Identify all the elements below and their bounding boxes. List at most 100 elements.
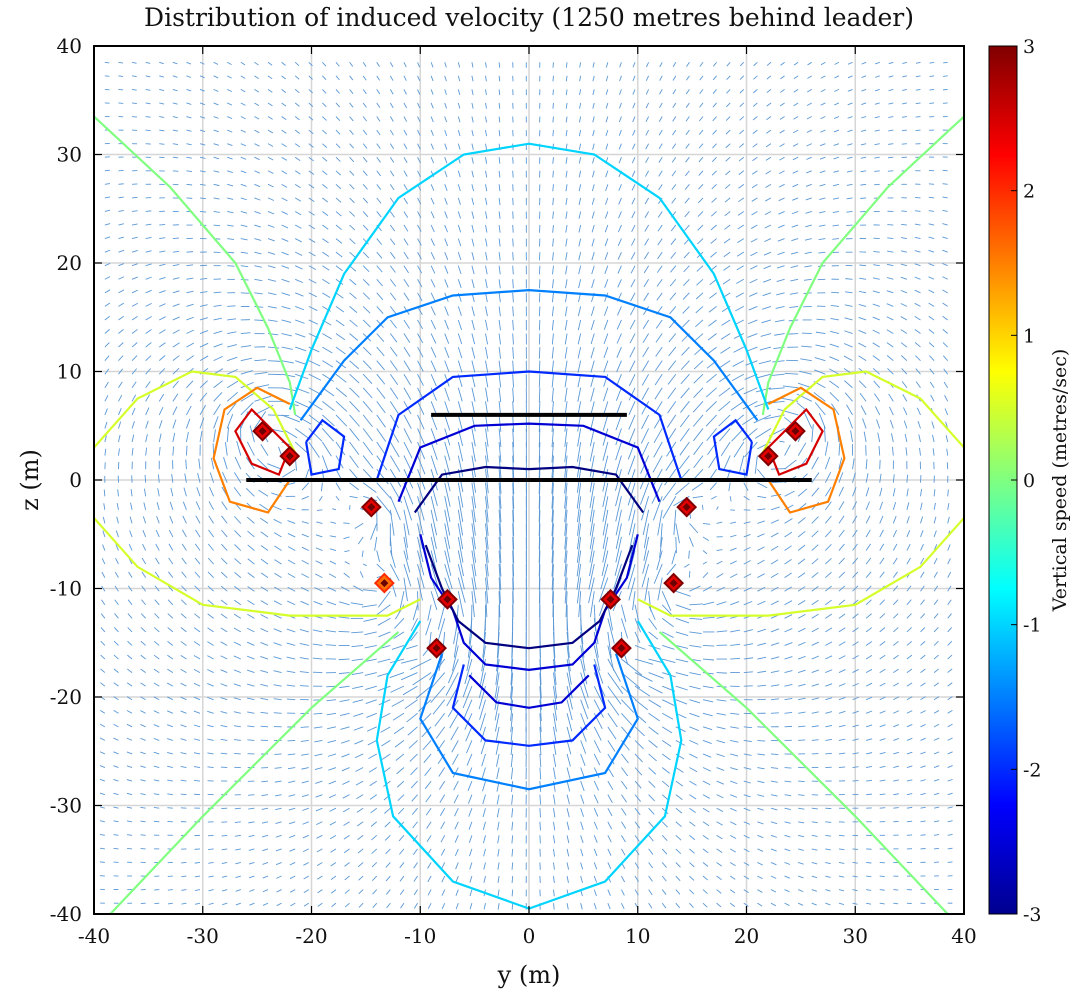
velocity-arrow	[902, 61, 908, 64]
velocity-arrow	[801, 345, 812, 348]
velocity-arrow	[140, 696, 146, 701]
velocity-arrow	[739, 129, 745, 135]
velocity-arrow	[485, 89, 487, 96]
velocity-arrow	[846, 211, 853, 213]
velocity-arrow	[131, 263, 138, 267]
velocity-arrow	[659, 102, 663, 109]
velocity-arrow	[784, 670, 793, 674]
velocity-arrow	[267, 224, 275, 228]
contour-level-0.5	[637, 517, 964, 617]
velocity-arrow	[659, 89, 663, 95]
velocity-arrow	[335, 238, 343, 244]
velocity-arrow	[577, 509, 582, 536]
velocity-arrow	[362, 251, 370, 259]
velocity-arrow	[131, 368, 138, 375]
velocity-arrow	[247, 572, 255, 579]
velocity-arrow	[153, 654, 160, 660]
velocity-arrow	[860, 197, 867, 199]
velocity-arrow	[906, 543, 911, 551]
velocity-arrow	[167, 696, 174, 701]
velocity-arrow	[417, 224, 422, 232]
velocity-arrow	[711, 197, 717, 203]
velocity-arrow	[752, 102, 758, 107]
velocity-arrow	[680, 373, 690, 385]
velocity-arrow	[645, 170, 650, 177]
velocity-arrow	[104, 355, 110, 361]
velocity-arrow	[929, 381, 935, 389]
velocity-arrow	[498, 441, 502, 463]
velocity-arrow	[648, 672, 664, 679]
velocity-arrow	[590, 319, 595, 331]
velocity-arrow	[852, 458, 855, 470]
velocity-arrow	[281, 75, 286, 80]
velocity-arrow	[852, 655, 859, 660]
velocity-arrow	[153, 710, 160, 714]
velocity-arrow	[631, 211, 636, 219]
velocity-arrow	[928, 249, 935, 253]
velocity-arrow	[680, 387, 690, 399]
velocity-arrow	[906, 613, 912, 619]
velocity-arrow	[754, 455, 758, 474]
velocity-arrow	[920, 682, 926, 687]
velocity-arrow	[892, 571, 898, 578]
velocity-arrow	[538, 387, 541, 403]
velocity-arrow	[403, 265, 409, 274]
velocity-arrow	[564, 564, 568, 591]
velocity-arrow	[565, 292, 568, 303]
velocity-arrow	[852, 641, 859, 646]
velocity-arrow	[838, 486, 844, 497]
velocity-arrow	[889, 406, 894, 416]
velocity-arrow	[281, 319, 292, 323]
velocity-arrow	[403, 373, 411, 386]
velocity-arrow	[733, 346, 744, 353]
velocity-arrow	[656, 279, 663, 287]
velocity-arrow	[800, 358, 812, 362]
velocity-arrow	[685, 156, 690, 163]
velocity-arrow	[920, 557, 925, 565]
velocity-arrow	[512, 252, 514, 261]
velocity-arrow	[539, 767, 542, 780]
velocity-arrow	[779, 156, 785, 161]
velocity-arrow	[352, 699, 364, 703]
velocity-arrow	[385, 862, 391, 868]
velocity-arrow	[580, 875, 583, 883]
velocity-arrow	[798, 848, 804, 851]
velocity-arrow	[344, 561, 350, 565]
velocity-arrow	[605, 143, 609, 150]
velocity-arrow	[407, 726, 418, 736]
velocity-arrow	[662, 496, 677, 519]
velocity-arrow	[403, 89, 407, 95]
velocity-arrow	[825, 641, 833, 646]
velocity-arrow	[417, 251, 422, 260]
velocity-arrow	[362, 129, 368, 136]
velocity-arrow	[351, 658, 364, 662]
velocity-arrow	[403, 211, 409, 218]
velocity-arrow	[705, 387, 717, 398]
velocity-arrow	[349, 75, 354, 81]
velocity-arrow	[806, 143, 812, 147]
velocity-arrow	[538, 374, 541, 388]
velocity-arrow	[768, 387, 785, 390]
velocity-arrow	[942, 302, 948, 307]
velocity-arrow	[127, 640, 133, 646]
velocity-arrow	[430, 116, 434, 123]
velocity-arrow	[814, 402, 826, 416]
velocity-arrow	[483, 862, 486, 870]
velocity-arrow	[589, 428, 595, 447]
velocity-arrow	[439, 794, 446, 803]
velocity-arrow	[498, 428, 502, 448]
velocity-arrow	[227, 116, 233, 120]
velocity-arrow	[315, 807, 323, 812]
velocity-arrow	[430, 346, 437, 358]
velocity-arrow	[113, 820, 119, 823]
velocity-arrow	[862, 418, 867, 429]
velocity-arrow	[694, 333, 704, 342]
velocity-arrow	[289, 862, 296, 866]
velocity-arrow	[593, 658, 604, 684]
velocity-arrow	[417, 89, 421, 95]
velocity-arrow	[180, 641, 187, 646]
velocity-arrow	[344, 875, 350, 881]
velocity-arrow	[675, 482, 690, 496]
velocity-arrow	[576, 536, 582, 563]
velocity-arrow	[730, 780, 738, 785]
